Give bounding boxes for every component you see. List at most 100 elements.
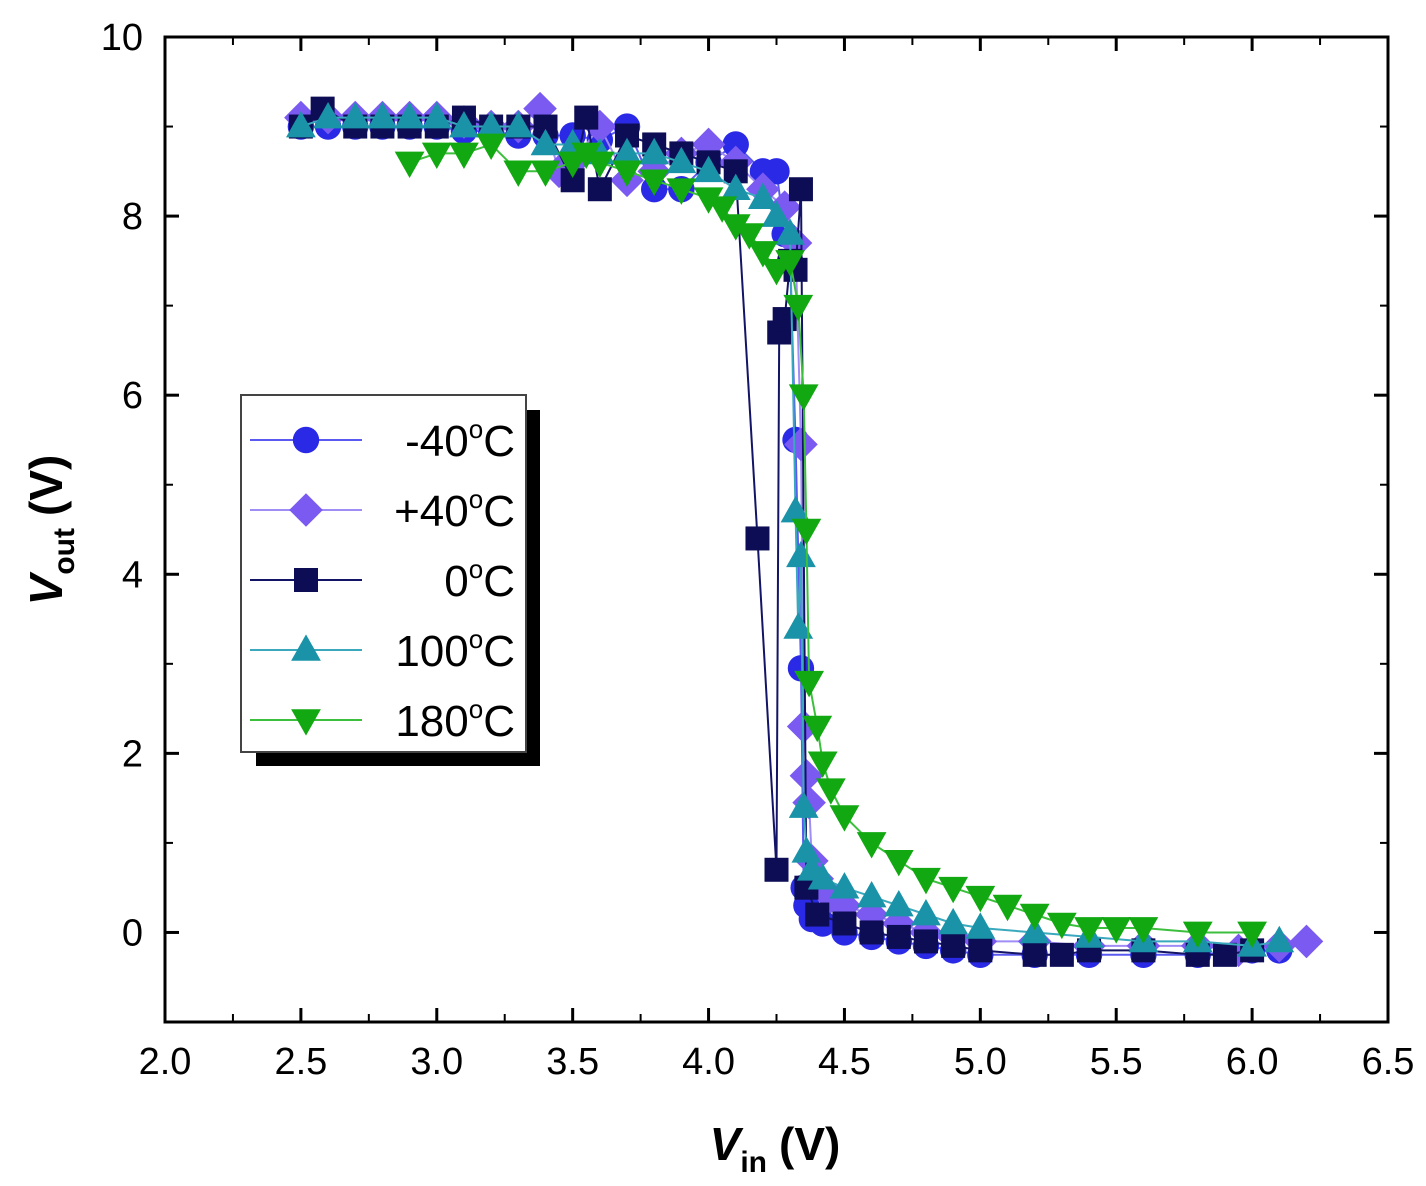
data-point (666, 146, 697, 174)
data-point (913, 929, 938, 954)
series-group (394, 133, 1267, 949)
data-point (815, 778, 846, 805)
data-point (788, 177, 813, 202)
data-point (1289, 924, 1324, 959)
legend-label: +40oC (394, 484, 515, 536)
data-point (767, 190, 802, 224)
data-point (788, 791, 819, 818)
data-point (476, 133, 507, 161)
data-point (832, 911, 857, 936)
data-point (571, 142, 602, 170)
legend-item: 100oC (250, 624, 515, 676)
x-tick-label: 6.0 (1226, 1041, 1279, 1083)
y-tick-label: 10 (101, 17, 143, 59)
legend-label: 0oC (444, 554, 515, 606)
data-point (805, 902, 830, 927)
data-point (763, 158, 790, 185)
legend-item: 0oC (250, 554, 515, 606)
data-point (938, 876, 969, 904)
x-tick-label: 4.0 (682, 1041, 735, 1083)
x-tick-label: 2.0 (139, 1041, 192, 1083)
data-point (992, 894, 1023, 922)
data-point (1212, 942, 1237, 967)
data-point (807, 863, 838, 890)
data-point (856, 832, 887, 859)
data-point (612, 137, 642, 165)
data-point (807, 751, 838, 778)
data-point (1022, 942, 1047, 967)
data-point (883, 850, 914, 877)
data-point (791, 836, 822, 863)
data-point (775, 218, 805, 245)
data-point (503, 110, 534, 138)
data-point (612, 160, 642, 187)
y-tick-label: 8 (122, 196, 143, 238)
x-axis-title: Vin (V) (710, 1118, 841, 1179)
data-point (783, 612, 814, 639)
data-point (449, 110, 479, 138)
data-point (476, 110, 507, 138)
data-point (523, 91, 557, 126)
data-point (886, 924, 911, 949)
data-point (968, 938, 993, 963)
data-point (421, 101, 452, 129)
data-point (783, 294, 814, 322)
x-tick-label: 3.0 (410, 1041, 463, 1083)
data-point (883, 889, 914, 917)
data-point (722, 131, 749, 158)
y-axis-title-main: V (20, 571, 72, 605)
data-point (286, 110, 316, 138)
data-point (965, 885, 996, 913)
data-point (503, 160, 534, 187)
data-point (734, 223, 765, 250)
data-point (784, 427, 818, 462)
x-tick-label: 2.5 (274, 1041, 327, 1083)
data-point (941, 933, 966, 958)
data-point (1074, 917, 1104, 944)
data-point (639, 169, 670, 196)
legend: -40oC +40oC 0oC 100oC 180oC (240, 394, 540, 766)
data-point (761, 259, 792, 286)
data-point (938, 907, 969, 935)
data-point (764, 857, 789, 882)
data-point (693, 187, 724, 214)
data-point (394, 151, 425, 178)
data-point (530, 160, 561, 187)
data-point (1221, 933, 1256, 968)
y-tick-label: 6 (122, 375, 143, 417)
data-point (791, 518, 822, 546)
data-point (802, 715, 833, 743)
data-point (691, 127, 726, 162)
y-axis-title-sub: out (48, 528, 81, 575)
y-axis-title-unit: (V) (20, 455, 72, 516)
legend-marker (292, 426, 320, 454)
data-point (449, 142, 479, 170)
x-tick-label: 4.5 (818, 1041, 871, 1083)
data-point (587, 177, 612, 202)
data-point (1182, 921, 1213, 949)
data-point (1101, 917, 1132, 944)
data-point (639, 137, 670, 165)
data-point (780, 495, 811, 523)
x-axis-title-main: V (710, 1118, 744, 1170)
legend-item: -40oC (250, 414, 515, 466)
data-point (1019, 903, 1050, 931)
data-point (829, 805, 860, 832)
data-point (340, 101, 371, 129)
data-point (911, 898, 941, 926)
data-point (748, 182, 778, 209)
data-point (1237, 921, 1267, 949)
legend-marker (291, 709, 321, 736)
x-tick-label: 5.5 (1090, 1041, 1143, 1083)
data-point (856, 881, 887, 908)
x-tick-label: 5.0 (954, 1041, 1007, 1083)
legend-label: 180oC (395, 694, 515, 746)
data-point (775, 250, 805, 277)
legend-item: 180oC (250, 694, 515, 746)
legend-box (240, 394, 527, 753)
data-point (859, 920, 884, 945)
legend-marker (291, 634, 321, 661)
data-point (745, 526, 770, 551)
data-point (720, 173, 751, 201)
